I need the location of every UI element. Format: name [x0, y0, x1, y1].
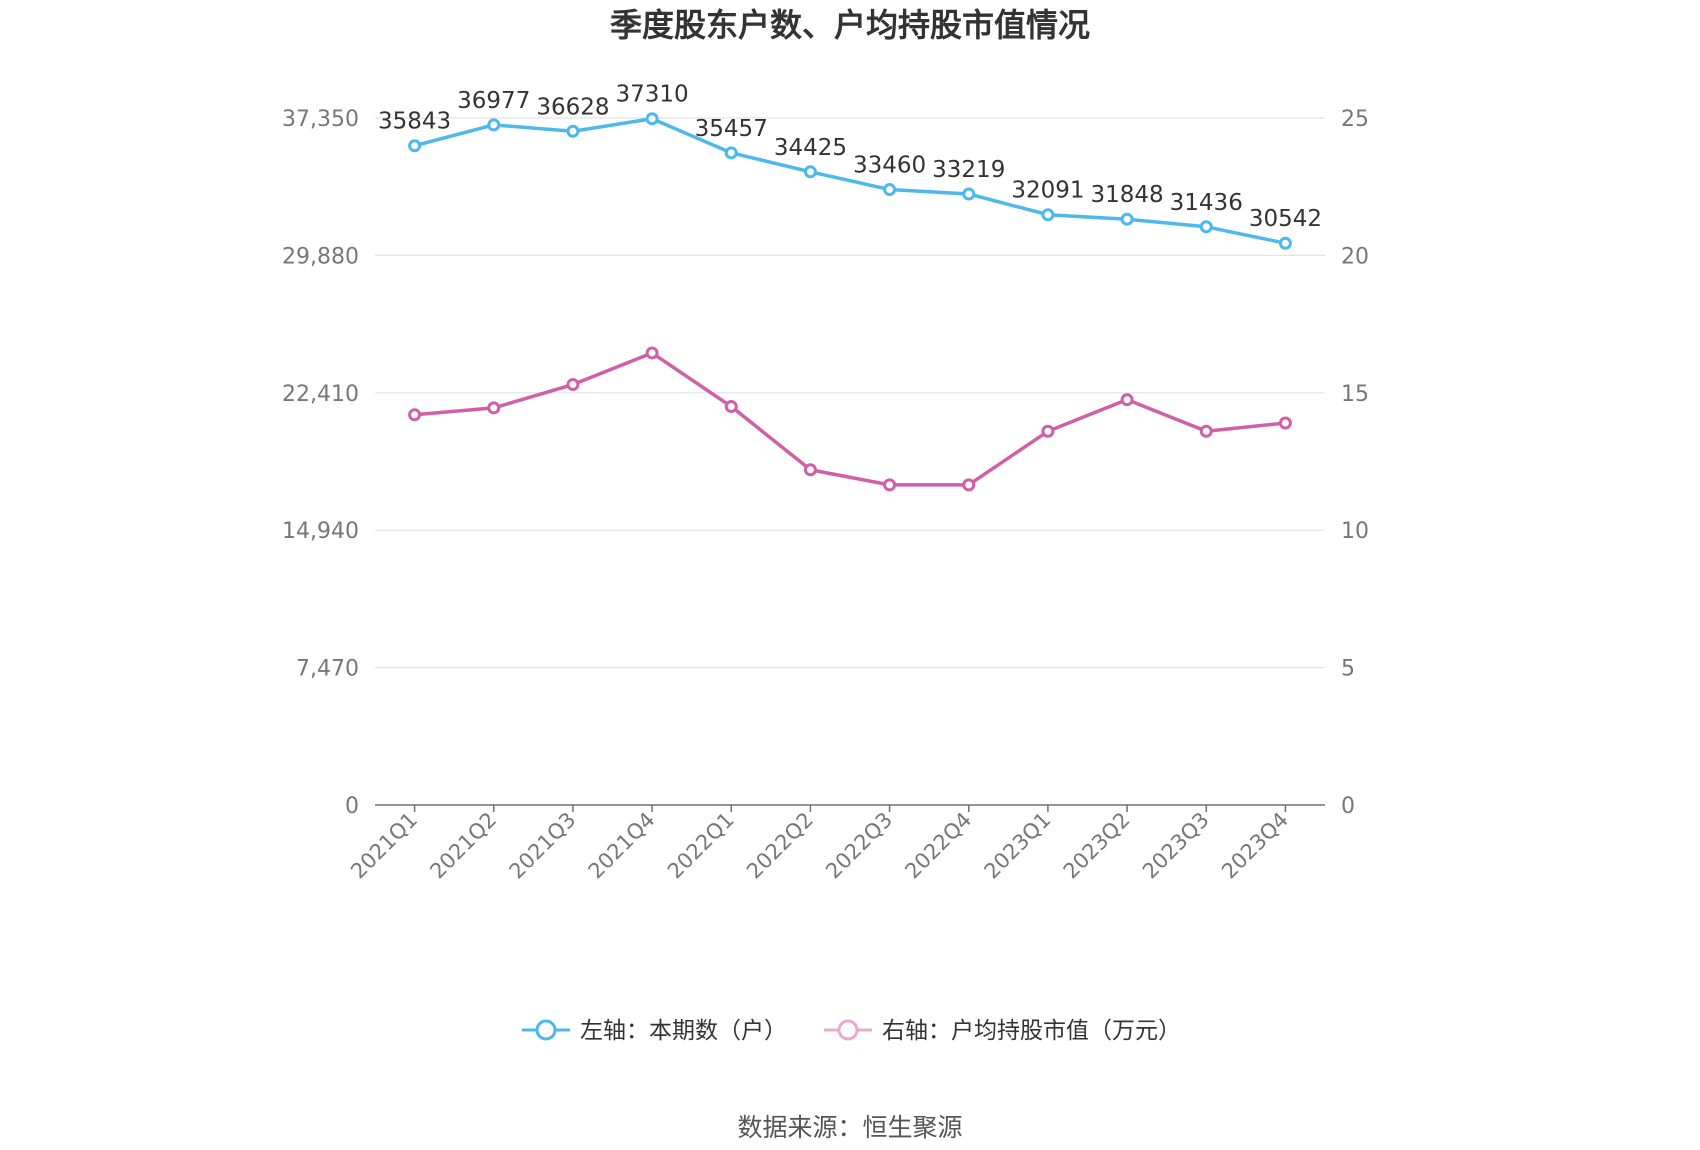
series-line-right	[414, 351, 1286, 487]
data-label: 35843	[378, 109, 451, 135]
data-point-right[interactable]	[803, 463, 817, 477]
x-axis: 2021Q1 2021Q2 2021Q3 2021Q4 2022Q1 2022Q2 2022…	[346, 804, 1325, 884]
data-label: 33219	[932, 157, 1005, 183]
data-point-left[interactable]	[487, 118, 501, 132]
grid	[375, 117, 1325, 669]
data-source: 数据来源：恒生聚源	[737, 1113, 962, 1142]
left-tick-label: 7,470	[296, 657, 359, 682]
x-tick-label: 2023Q4	[1217, 808, 1293, 884]
data-point-left[interactable]	[962, 187, 976, 201]
data-point-left[interactable]	[883, 183, 897, 197]
right-axis: 0 5 10 15 20 25	[1341, 107, 1369, 819]
data-point-left[interactable]	[566, 124, 580, 138]
x-tick-label: 2023Q3	[1138, 808, 1214, 884]
x-tick-label: 2021Q4	[584, 808, 660, 884]
legend-marker-left	[535, 1019, 557, 1041]
data-point-right[interactable]	[408, 408, 422, 422]
right-tick-label: 20	[1341, 244, 1369, 269]
legend-item-right[interactable]: 右轴：户均持股市值（万元）	[824, 1018, 1181, 1044]
data-point-left[interactable]	[1199, 220, 1213, 234]
left-tick-label: 22,410	[282, 382, 359, 407]
legend-marker-right	[837, 1019, 859, 1041]
left-tick-label: 0	[345, 794, 359, 819]
x-tick-label: 2022Q4	[900, 808, 976, 884]
x-tick-label: 2021Q3	[505, 808, 581, 884]
data-point-left[interactable]	[1120, 212, 1134, 226]
left-tick-label: 37,350	[282, 107, 359, 132]
data-point-right[interactable]	[724, 400, 738, 414]
left-tick-label: 14,940	[282, 519, 359, 544]
data-label: 36977	[457, 88, 530, 114]
legend[interactable]: 左轴：本期数（户） 右轴：户均持股市值（万元）	[522, 1018, 1181, 1044]
data-point-right[interactable]	[1278, 416, 1292, 430]
legend-label-left: 左轴：本期数（户）	[580, 1018, 787, 1044]
data-point-right[interactable]	[566, 378, 580, 392]
data-point-left[interactable]	[408, 139, 422, 153]
chart-title: 季度股东户数、户均持股市值情况	[610, 6, 1090, 44]
data-label: 35457	[695, 116, 768, 142]
data-point-left[interactable]	[1278, 236, 1292, 250]
data-label: 36628	[536, 94, 609, 120]
left-axis: 0 7,470 14,940 22,410 29,880 37,350	[282, 107, 359, 819]
x-tick-label: 2022Q3	[821, 808, 897, 884]
data-label: 33460	[853, 153, 926, 179]
right-tick-label: 0	[1341, 794, 1355, 819]
data-point-right[interactable]	[883, 478, 897, 492]
right-tick-label: 25	[1341, 107, 1369, 132]
data-label: 34425	[774, 135, 847, 161]
data-point-left[interactable]	[724, 146, 738, 160]
x-tick-label: 2022Q2	[742, 808, 818, 884]
data-point-right[interactable]	[962, 478, 976, 492]
right-tick-label: 10	[1341, 519, 1369, 544]
data-point-left[interactable]	[645, 112, 659, 126]
data-point-left[interactable]	[1041, 208, 1055, 222]
data-point-right[interactable]	[1041, 424, 1055, 438]
right-tick-label: 15	[1341, 382, 1369, 407]
x-tick-label: 2023Q2	[1059, 808, 1135, 884]
data-label: 31436	[1170, 190, 1243, 216]
data-point-right[interactable]	[487, 401, 501, 415]
data-point-right[interactable]	[1120, 393, 1134, 407]
right-tick-label: 5	[1341, 657, 1355, 682]
data-label: 32091	[1011, 178, 1084, 204]
data-point-right[interactable]	[645, 346, 659, 360]
legend-item-left[interactable]: 左轴：本期数（户）	[522, 1018, 787, 1044]
series-line-left	[414, 116, 1286, 245]
x-tick-label: 2022Q1	[663, 808, 739, 884]
left-tick-label: 29,880	[282, 244, 359, 269]
data-label: 37310	[615, 82, 688, 108]
legend-label-right: 右轴：户均持股市值（万元）	[882, 1018, 1181, 1044]
data-point-left[interactable]	[803, 165, 817, 179]
data-label: 30542	[1249, 206, 1322, 232]
x-tick-label: 2021Q2	[425, 808, 501, 884]
data-label: 31848	[1090, 182, 1163, 208]
x-tick-label: 2023Q1	[980, 808, 1056, 884]
data-point-right[interactable]	[1199, 424, 1213, 438]
